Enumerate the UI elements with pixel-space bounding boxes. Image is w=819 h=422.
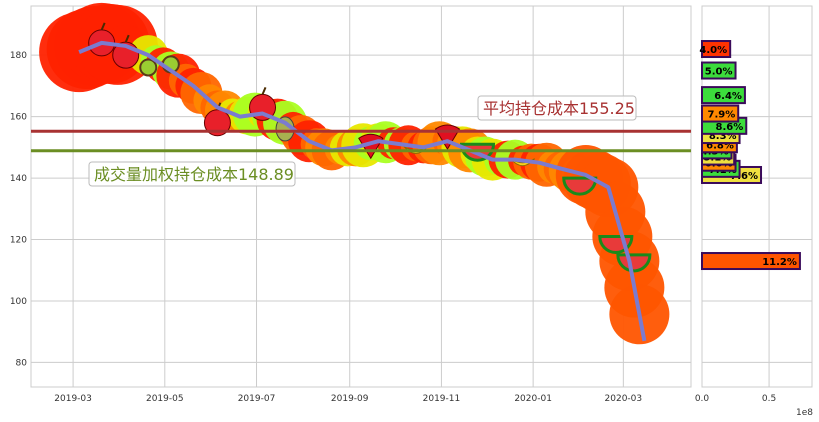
vwap-cost-annotation: 成交量加权持仓成本148.89 — [88, 161, 296, 187]
main-axis-ticks: 80 100 120 140 160 180 2019-03 2019-05 2019-07 20… — [10, 51, 642, 404]
volume-distribution-chart: 11.2%7.6%7.1%6.6%5.1%4.3%6.8%8.3%8.6%7.9… — [695, 5, 813, 418]
distribution-bar-label: 7.6% — [730, 171, 758, 182]
x-tick-label: 2019-09 — [331, 394, 369, 404]
side-x-tick-label: 0.0 — [695, 394, 710, 404]
distribution-bar — [701, 86, 746, 105]
kiwi-icon — [139, 58, 158, 77]
apple-stem — [124, 34, 130, 43]
y-tick-label: 80 — [16, 358, 28, 368]
distribution-bar — [701, 40, 732, 59]
x-tick-label: 2019-07 — [238, 394, 276, 404]
y-tick-label: 160 — [10, 113, 27, 123]
distribution-bar — [701, 104, 740, 123]
distribution-bar-label: 11.2% — [762, 257, 797, 268]
avg-cost-label: 平均持仓成本155.25 — [483, 99, 635, 118]
watermelon-icon — [616, 253, 652, 273]
side-axis-ticks: 0.0 0.5 — [695, 394, 776, 404]
x-tick-label: 2020-01 — [514, 394, 552, 404]
distribution-bar-label: 6.8% — [706, 140, 734, 151]
distribution-bar-label: 8.6% — [716, 122, 744, 133]
y-tick-label: 100 — [10, 297, 27, 307]
y-tick-label: 120 — [10, 236, 27, 246]
x-tick-label: 2020-03 — [605, 394, 643, 404]
vwap-cost-label: 成交量加权持仓成本148.89 — [94, 165, 294, 184]
distribution-bars: 11.2%7.6%7.1%6.6%5.1%4.3%6.8%8.3%8.6%7.9… — [699, 40, 801, 271]
main-grid — [31, 6, 691, 387]
distribution-bar-label: 7.9% — [707, 110, 735, 121]
distribution-bar-label: 8.3% — [709, 131, 737, 142]
price-line-layer — [78, 40, 647, 342]
apple-stem — [261, 87, 267, 95]
side-scale-label: 1e8 — [796, 408, 813, 418]
y-tick-label: 180 — [10, 51, 27, 61]
y-tick-label: 140 — [10, 174, 27, 184]
x-tick-label: 2019-11 — [423, 394, 461, 404]
x-tick-label: 2019-03 — [54, 394, 92, 404]
distribution-bar-label: 4.0% — [699, 45, 727, 56]
distribution-bar-label: 5.0% — [705, 67, 733, 78]
cost-lines — [31, 129, 691, 153]
distribution-bar — [701, 61, 737, 80]
price-chart: 80 100 120 140 160 180 2019-03 2019-05 2019-07 20… — [10, 2, 692, 404]
price-line — [78, 40, 647, 342]
apple-stem — [100, 22, 106, 31]
distribution-bar — [701, 252, 801, 271]
x-tick-label: 2019-05 — [146, 394, 184, 404]
distribution-bar-label: 6.4% — [714, 91, 742, 102]
avg-cost-annotation: 平均持仓成本155.25 — [477, 95, 637, 121]
side-x-tick-label: 0.5 — [762, 394, 776, 404]
